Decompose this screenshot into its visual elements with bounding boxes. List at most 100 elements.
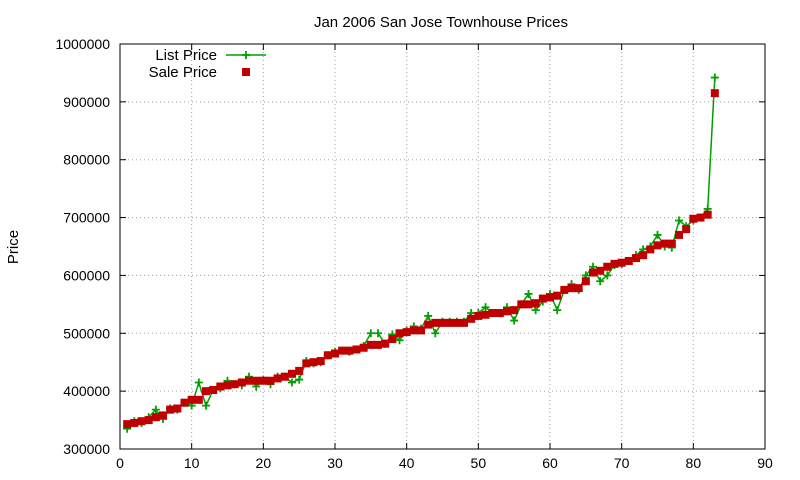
sale-price-point [266, 376, 275, 385]
list-price-point [202, 401, 210, 410]
sale-price-point [617, 258, 626, 267]
plot-frame [119, 43, 766, 450]
x-tick-label: 90 [757, 455, 773, 471]
sale-price-point [123, 420, 132, 429]
chart-title: Jan 2006 San Jose Townhouse Prices [314, 14, 568, 31]
sale-price-point [581, 277, 590, 286]
sale-price-point [589, 268, 597, 277]
sale-price-point [531, 299, 540, 308]
sale-price-point [517, 300, 526, 309]
sale-price-point [259, 376, 268, 385]
list-price-line [126, 77, 716, 430]
list-price-point [194, 378, 203, 387]
sale-price-point [194, 395, 203, 404]
sale-price-point [202, 387, 210, 396]
sale-price-point [639, 251, 648, 260]
x-tick-label: 20 [256, 455, 272, 471]
sale-price-point [474, 311, 483, 320]
sale-price-point [553, 291, 562, 300]
sale-price-point [538, 294, 547, 303]
sale-price-point [660, 239, 669, 248]
sale-price-point [345, 346, 354, 355]
legend-label-sale-price: Sale Price [149, 64, 217, 81]
list-price-point [553, 306, 562, 315]
list-price-point [288, 378, 296, 387]
y-tick-label: 300000 [63, 441, 110, 457]
list-price-point [424, 311, 433, 320]
sale-price-point [230, 380, 239, 389]
sale-price-point [187, 395, 196, 404]
sale-price-point [574, 284, 583, 293]
sale-price-point [682, 225, 691, 234]
sale-price-point [280, 372, 289, 381]
y-axis-title: Price [5, 230, 22, 264]
list-price-point [524, 289, 533, 298]
list-price-point [510, 316, 519, 325]
x-tick-label: 10 [184, 455, 200, 471]
sale-price-point [388, 335, 397, 344]
list-price-point [596, 277, 605, 286]
list-price-point [295, 375, 304, 384]
sale-price-point [495, 309, 504, 318]
sale-price-point [316, 357, 325, 366]
sale-price-point [144, 416, 153, 425]
y-tick-label: 900000 [63, 94, 110, 110]
sale-price-point [223, 381, 232, 390]
sale-price-point [546, 293, 554, 302]
x-tick-label: 50 [471, 455, 487, 471]
sale-price-point [159, 411, 167, 420]
y-tick-label: 700000 [63, 210, 110, 226]
y-tick-label: 400000 [63, 383, 110, 399]
legend-sale-price-marker [242, 68, 250, 76]
sale-price-point [438, 318, 447, 327]
sale-price-point [710, 89, 719, 98]
sale-price-point [237, 378, 246, 387]
sale-price-point [567, 284, 576, 293]
x-tick-label: 30 [327, 455, 343, 471]
list-price-point [653, 230, 662, 239]
x-tick-label: 70 [614, 455, 630, 471]
sale-price-point [366, 340, 375, 349]
sale-price-point [431, 318, 440, 327]
sale-price-point [288, 369, 296, 378]
legend: List Price Sale Price [149, 47, 266, 81]
sale-price-point [374, 340, 382, 349]
sale-price-point [166, 405, 175, 414]
y-tick-label: 1000000 [55, 36, 110, 52]
sale-price-point [696, 213, 705, 222]
sale-price-point [689, 214, 698, 223]
sale-price-point [338, 346, 347, 355]
legend-sample-sale-price [242, 68, 250, 76]
sale-price-point [481, 310, 490, 319]
sale-price-point [130, 418, 139, 427]
sale-price-point [596, 266, 605, 275]
series-sale-price [123, 89, 719, 429]
sale-price-point [524, 300, 533, 309]
sale-price-point [302, 359, 311, 368]
list-price-point [431, 329, 440, 338]
sale-price-point [331, 349, 339, 358]
list-price-point [603, 271, 612, 280]
sale-price-point [510, 306, 519, 315]
sale-price-point [173, 404, 182, 413]
sale-price-point [323, 351, 332, 360]
list-price-point [366, 329, 375, 338]
list-price-point [395, 336, 404, 345]
series-list-price [123, 73, 719, 433]
y-tick-label: 500000 [63, 325, 110, 341]
legend-sample-list-price [226, 51, 266, 59]
sale-price-point [445, 318, 454, 327]
sale-price-point [137, 417, 146, 426]
list-price-point [710, 73, 719, 82]
sale-price-point [381, 339, 390, 348]
sale-price-point [560, 285, 569, 294]
sale-price-point [209, 385, 218, 394]
sale-price-point [632, 254, 640, 263]
sale-price-point [624, 256, 633, 265]
list-price-point [374, 329, 382, 338]
sale-price-point [610, 259, 619, 268]
sale-price-point [295, 366, 304, 375]
sale-price-point [409, 326, 418, 335]
list-price-point [481, 303, 490, 312]
